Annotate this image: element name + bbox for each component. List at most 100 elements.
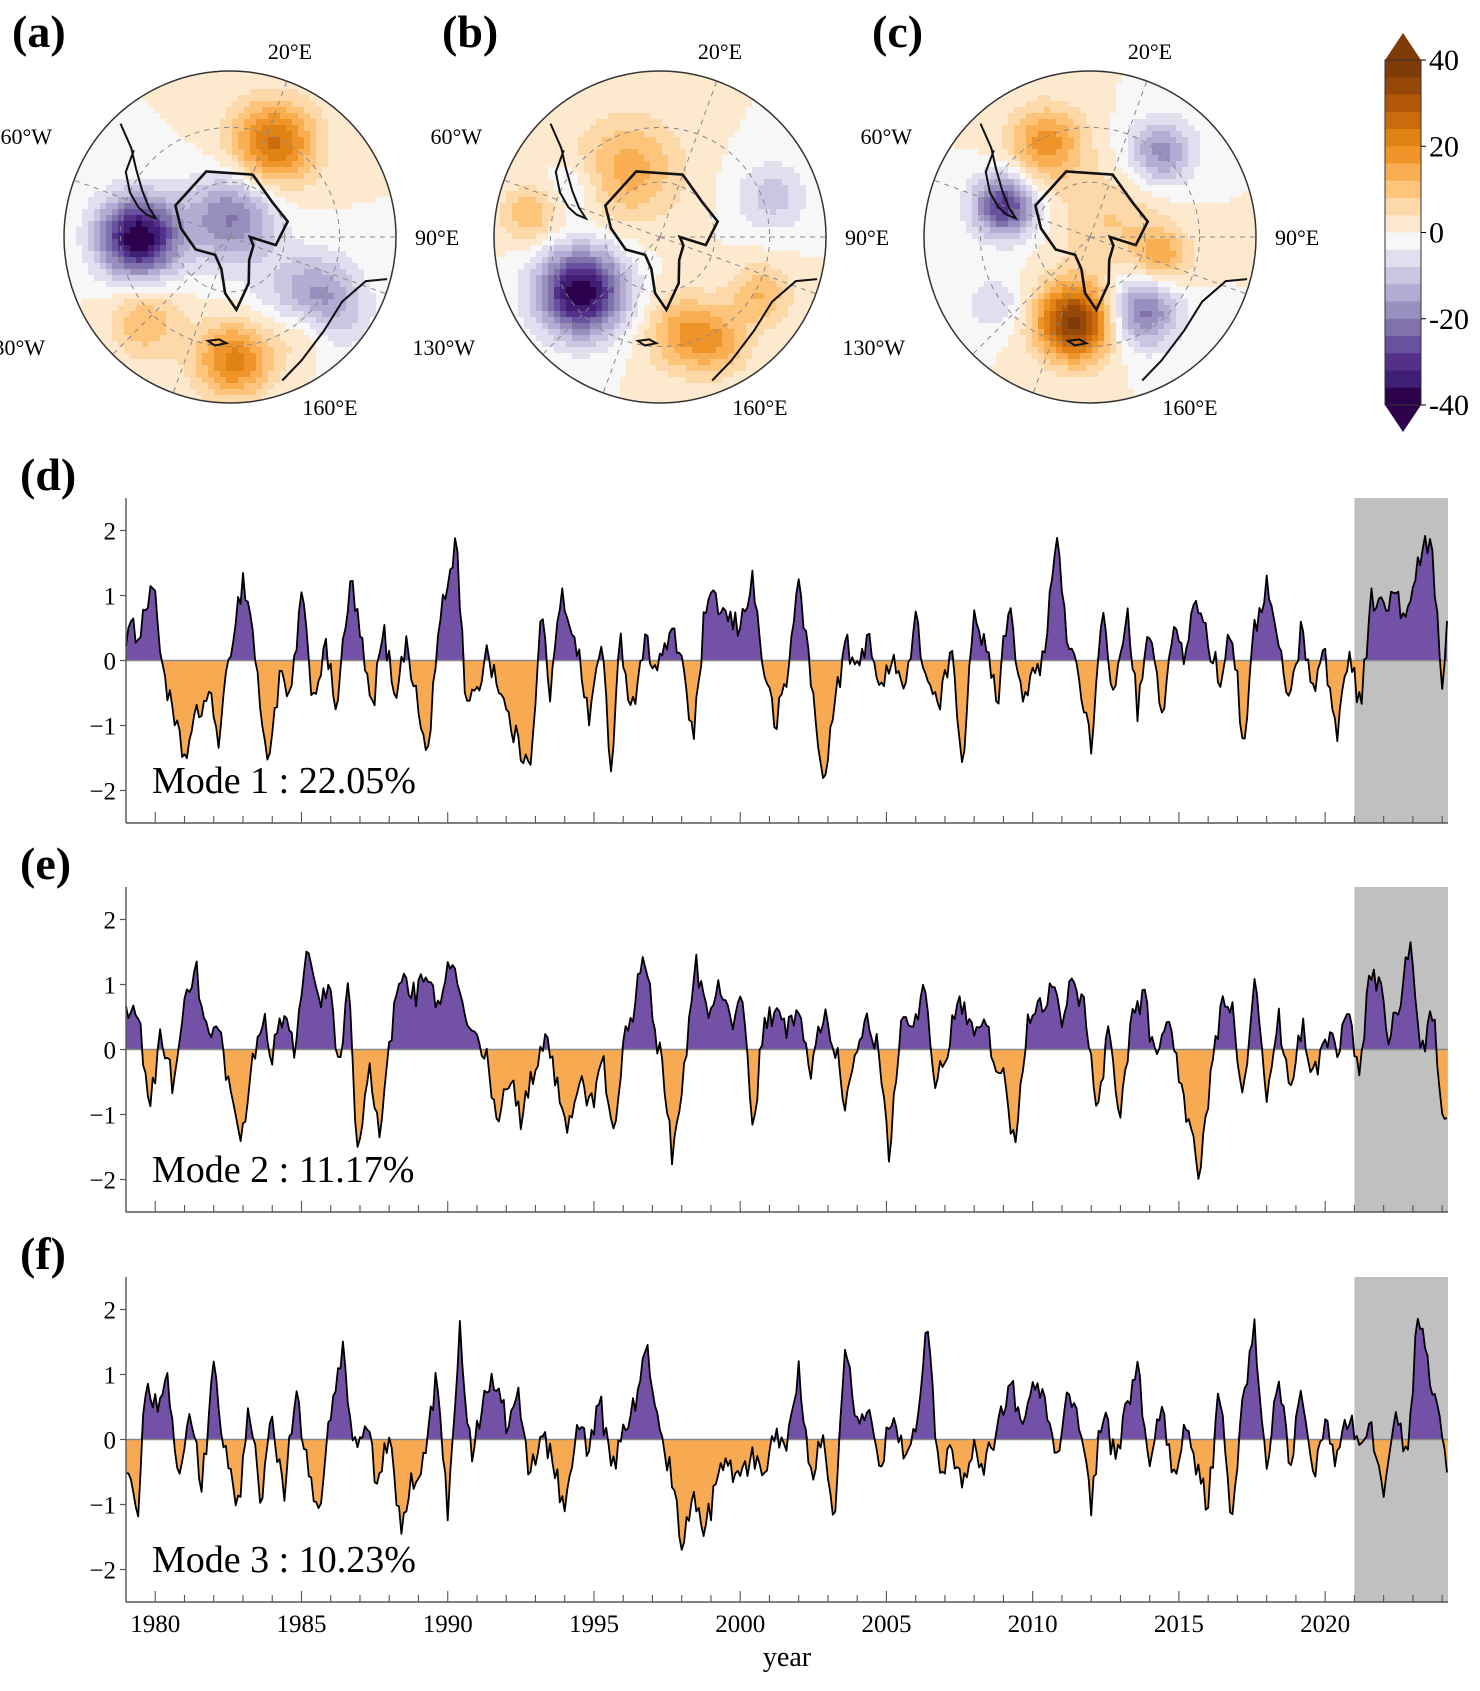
map-cell xyxy=(112,263,119,270)
map-cell xyxy=(776,185,783,192)
map-cell xyxy=(782,197,789,204)
map-cell xyxy=(512,101,519,108)
map-cell xyxy=(506,239,513,246)
map-cell xyxy=(226,125,233,132)
map-cell xyxy=(692,173,699,180)
map-cell xyxy=(124,119,131,126)
map-cell xyxy=(518,239,525,246)
map-cell xyxy=(196,395,203,402)
map-cell xyxy=(530,107,537,114)
map-cell xyxy=(716,113,723,120)
map-cell xyxy=(268,107,275,114)
map-cell xyxy=(226,149,233,156)
map-cell xyxy=(82,101,89,108)
map-cell xyxy=(232,389,239,396)
map-cell xyxy=(382,77,389,84)
map-cell xyxy=(256,239,263,246)
map-cell xyxy=(70,317,77,324)
map-cell xyxy=(734,149,741,156)
map-cell xyxy=(722,131,729,138)
map-cell xyxy=(184,383,191,390)
map-cell xyxy=(256,287,263,294)
map-cell xyxy=(536,215,543,222)
map-cell xyxy=(818,167,825,174)
map-cell xyxy=(298,329,305,336)
map-cell xyxy=(524,125,531,132)
map-cell xyxy=(530,119,537,126)
map-cell xyxy=(100,359,107,366)
map-cell xyxy=(100,251,107,258)
map-cell xyxy=(680,215,687,222)
map-cell xyxy=(172,389,179,396)
map-cell xyxy=(202,119,209,126)
map-cell xyxy=(286,323,293,330)
map-cell xyxy=(388,131,395,138)
map-cell xyxy=(64,347,71,354)
map-cell xyxy=(154,173,161,180)
map-cell xyxy=(728,161,735,168)
map-cell xyxy=(160,275,167,282)
map-cell xyxy=(794,227,801,234)
map-cell xyxy=(280,359,287,366)
map-cell xyxy=(602,125,609,132)
map-cell xyxy=(214,113,221,120)
map-cell xyxy=(644,137,651,144)
map-cell xyxy=(220,191,227,198)
map-cell xyxy=(172,341,179,348)
map-cell xyxy=(662,95,669,102)
map-cell xyxy=(322,89,329,96)
map-cell xyxy=(76,341,83,348)
map-cell xyxy=(764,167,771,174)
map-cell xyxy=(536,71,543,78)
map-cell xyxy=(512,83,519,90)
map-cell xyxy=(644,83,651,90)
map-cell xyxy=(184,377,191,384)
map-cell xyxy=(542,71,549,78)
map-cell xyxy=(196,311,203,318)
map-cell xyxy=(518,251,525,258)
map-cell xyxy=(178,119,185,126)
map-cell xyxy=(500,245,507,252)
map-cell xyxy=(818,107,825,114)
map-cell xyxy=(154,227,161,234)
map-cell xyxy=(394,113,396,120)
map-cell xyxy=(596,113,603,120)
map-cell xyxy=(596,203,603,210)
map-cell xyxy=(232,191,239,198)
map-cell xyxy=(100,269,107,276)
map-cell xyxy=(256,131,263,138)
map-cell xyxy=(226,353,233,360)
map-cell xyxy=(280,119,287,126)
map-cell xyxy=(220,389,227,396)
map-cell xyxy=(638,227,645,234)
map-cell xyxy=(310,347,317,354)
map-cell xyxy=(710,239,717,246)
map-cell xyxy=(686,215,693,222)
map-cell xyxy=(812,251,819,258)
map-cell xyxy=(304,311,311,318)
map-cell xyxy=(560,113,567,120)
map-cell xyxy=(524,167,531,174)
map-cell xyxy=(232,287,239,294)
map-cell xyxy=(394,191,396,198)
map-cell xyxy=(388,329,395,336)
map-cell xyxy=(106,83,113,90)
map-cell xyxy=(322,155,329,162)
map-cell xyxy=(316,275,323,282)
map-cell xyxy=(500,209,507,216)
map-cell xyxy=(656,215,663,222)
map-cell xyxy=(106,299,113,306)
map-cell xyxy=(746,227,753,234)
map-cell xyxy=(364,305,371,312)
map-cell xyxy=(262,365,269,372)
map-cell xyxy=(232,299,239,306)
map-cell xyxy=(154,221,161,228)
map-cell xyxy=(124,71,131,78)
map-cell xyxy=(704,185,711,192)
map-cell xyxy=(142,293,149,300)
map-cell xyxy=(172,269,179,276)
map-cell xyxy=(262,359,269,366)
map-cell xyxy=(752,203,759,210)
map-cell xyxy=(244,335,251,342)
map-cell xyxy=(256,173,263,180)
